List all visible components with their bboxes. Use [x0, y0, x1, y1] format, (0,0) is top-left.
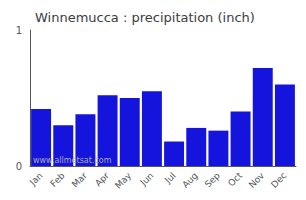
svg-text:Aug: Aug: [180, 170, 199, 189]
svg-text:Winnemucca : precipitation (in: Winnemucca : precipitation (inch): [35, 10, 255, 25]
svg-text:May: May: [113, 170, 134, 191]
svg-text:Dec: Dec: [269, 170, 288, 189]
svg-text:Feb: Feb: [48, 170, 67, 189]
svg-text:Jun: Jun: [138, 170, 156, 188]
svg-text:Jul: Jul: [162, 170, 177, 185]
svg-text:Oct: Oct: [226, 170, 244, 188]
svg-text:0: 0: [16, 161, 22, 172]
svg-text:Jan: Jan: [27, 170, 45, 188]
svg-text:1: 1: [16, 25, 22, 36]
svg-text:Sep: Sep: [203, 170, 222, 189]
svg-text:www.allmetsat.com: www.allmetsat.com: [33, 156, 112, 165]
svg-text:Nov: Nov: [247, 170, 267, 190]
svg-text:Apr: Apr: [93, 170, 111, 188]
svg-text:Mar: Mar: [70, 170, 89, 189]
